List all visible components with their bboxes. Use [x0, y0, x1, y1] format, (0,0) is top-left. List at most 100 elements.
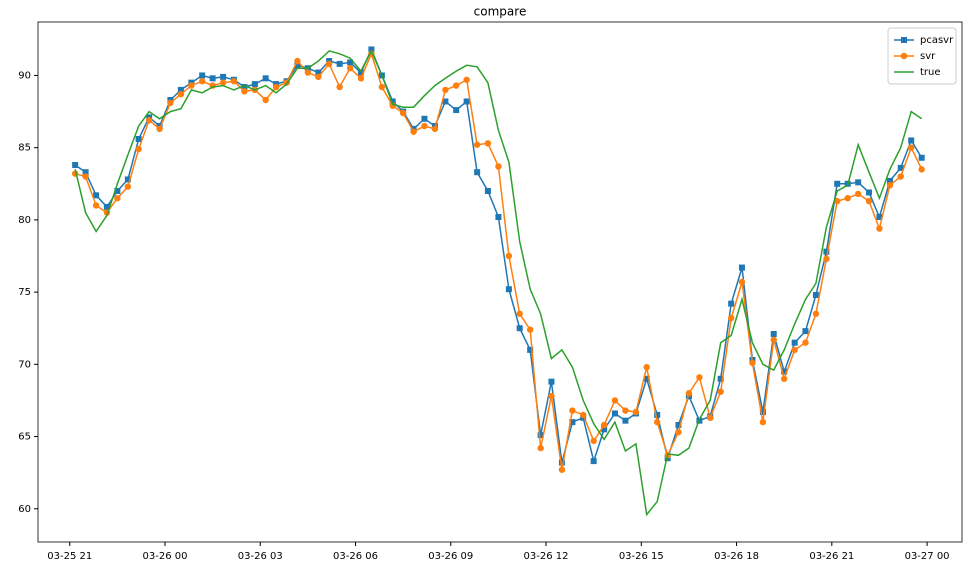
marker: [675, 429, 682, 436]
legend-label: svr: [920, 51, 936, 62]
x-tick-label: 03-26 12: [524, 551, 569, 562]
marker: [728, 300, 735, 307]
marker: [579, 411, 587, 419]
marker: [865, 197, 873, 205]
y-tick-label: 80: [18, 215, 31, 226]
marker: [527, 346, 534, 353]
marker: [707, 414, 714, 421]
x-tick-label: 03-26 03: [238, 551, 283, 562]
marker: [675, 422, 682, 428]
marker: [505, 252, 513, 260]
marker: [103, 203, 110, 210]
marker: [526, 326, 534, 333]
marker: [516, 325, 523, 332]
marker: [124, 176, 131, 183]
marker: [738, 264, 745, 271]
marker: [865, 189, 872, 196]
marker: [717, 388, 724, 395]
x-tick-label: 03-25 21: [47, 551, 92, 562]
marker: [410, 128, 417, 135]
marker: [474, 169, 481, 176]
marker: [569, 419, 576, 426]
marker: [802, 339, 809, 346]
x-tick-label: 03-27 00: [905, 551, 950, 562]
marker: [93, 192, 100, 199]
marker: [294, 57, 301, 65]
y-tick-label: 90: [18, 70, 31, 81]
marker: [611, 410, 618, 417]
marker: [347, 59, 354, 66]
marker: [442, 98, 449, 105]
marker: [272, 83, 280, 91]
legend-label: pcasvr: [920, 35, 954, 46]
marker: [622, 407, 629, 414]
marker: [262, 75, 269, 82]
marker: [653, 418, 661, 426]
marker: [834, 197, 841, 205]
marker: [897, 164, 904, 171]
marker: [876, 214, 883, 220]
legend-marker: [901, 37, 907, 43]
marker: [717, 375, 724, 382]
marker: [601, 426, 608, 433]
marker: [495, 163, 502, 170]
marker: [632, 408, 640, 416]
x-tick-label: 03-26 15: [619, 551, 664, 562]
marker: [294, 62, 301, 69]
marker: [389, 98, 396, 105]
marker: [124, 183, 132, 190]
x-tick-label: 03-26 00: [143, 551, 188, 562]
marker: [643, 375, 650, 382]
marker: [558, 459, 565, 466]
marker: [844, 195, 851, 202]
marker: [251, 81, 258, 88]
marker: [802, 328, 809, 335]
marker: [336, 60, 343, 67]
marker: [855, 179, 862, 186]
legend-label: true: [920, 67, 941, 78]
marker: [590, 437, 597, 445]
y-tick-label: 60: [18, 504, 31, 515]
marker: [262, 96, 269, 104]
marker: [304, 69, 312, 76]
marker: [770, 336, 777, 343]
marker: [505, 286, 512, 293]
marker: [453, 107, 460, 114]
marker: [558, 466, 566, 473]
marker: [823, 255, 830, 263]
marker: [421, 115, 428, 122]
marker: [812, 310, 820, 317]
marker: [569, 407, 576, 414]
marker: [834, 180, 841, 187]
marker: [907, 144, 915, 151]
marker: [315, 73, 322, 81]
marker: [516, 310, 523, 317]
marker: [537, 444, 544, 452]
marker: [92, 202, 100, 209]
marker: [336, 83, 343, 91]
marker: [537, 432, 544, 439]
marker: [791, 346, 798, 354]
marker: [611, 397, 619, 404]
marker: [135, 145, 142, 153]
marker: [854, 190, 862, 198]
plot-frame: [37, 21, 963, 543]
marker: [167, 99, 174, 107]
marker: [198, 78, 206, 85]
marker: [431, 125, 439, 133]
marker: [780, 375, 788, 382]
marker: [209, 75, 216, 82]
marker: [452, 82, 460, 89]
marker: [219, 79, 227, 86]
series-line: [74, 51, 923, 470]
marker: [325, 60, 333, 68]
marker: [548, 378, 555, 385]
marker: [114, 195, 121, 202]
marker: [484, 188, 491, 194]
marker: [399, 109, 407, 117]
marker: [463, 98, 470, 105]
marker: [188, 82, 195, 89]
marker: [114, 188, 121, 194]
marker: [643, 364, 650, 371]
